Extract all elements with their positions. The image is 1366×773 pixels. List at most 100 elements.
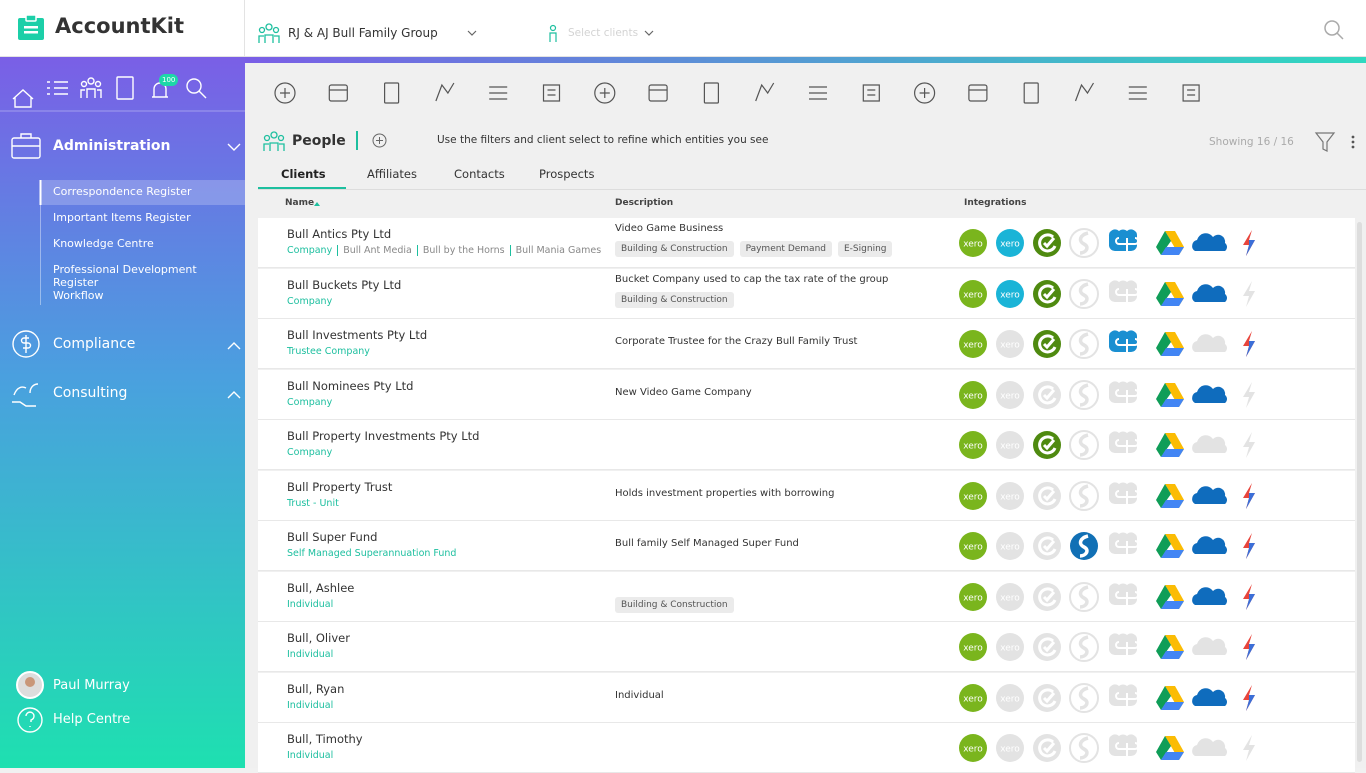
tab[interactable]: Prospects xyxy=(539,167,595,181)
integration-icon[interactable] xyxy=(1108,431,1139,456)
module-icon[interactable] xyxy=(1023,82,1039,104)
module-icon[interactable] xyxy=(703,82,719,104)
integration-icon[interactable] xyxy=(1156,635,1184,659)
integration-icon[interactable] xyxy=(1069,632,1099,662)
integration-icon[interactable]: xero xyxy=(996,279,1024,308)
integration-icon[interactable] xyxy=(1069,430,1099,460)
section-title[interactable]: Consulting xyxy=(53,385,128,401)
integration-icon[interactable] xyxy=(1033,734,1061,762)
integration-icon[interactable] xyxy=(1192,435,1227,453)
integration-icon[interactable] xyxy=(1243,684,1255,711)
integration-icon[interactable] xyxy=(1033,330,1061,358)
submenu-item[interactable]: Correspondence Register xyxy=(53,185,192,198)
table-row[interactable]: Bull, Timothy Individual xero xero xyxy=(258,723,1355,773)
table-row[interactable]: Bull, Ashlee Individual Building & Constru… xyxy=(258,571,1355,622)
client-select[interactable]: Select clients xyxy=(568,27,639,39)
integration-icon[interactable] xyxy=(1192,738,1227,756)
integration-icon[interactable] xyxy=(1156,332,1184,356)
integration-icon[interactable] xyxy=(1156,231,1184,255)
integration-icon[interactable] xyxy=(1156,483,1184,508)
integration-icon[interactable] xyxy=(1033,431,1061,459)
integration-icon[interactable] xyxy=(1033,481,1061,510)
table-row[interactable]: Bull Nominees Pty Ltd Company New Video Ga… xyxy=(258,369,1355,420)
integration-icon[interactable]: xero xyxy=(996,380,1024,409)
integration-icon[interactable] xyxy=(1108,683,1139,709)
integration-icon[interactable]: xero xyxy=(959,330,987,358)
table-row[interactable]: Bull Investments Pty Ltd Trustee Company C… xyxy=(258,319,1355,369)
integration-icon[interactable] xyxy=(1192,233,1227,251)
integration-icon[interactable] xyxy=(1108,734,1139,759)
integration-icon[interactable]: xero xyxy=(959,532,987,560)
integration-icon[interactable]: xero xyxy=(996,633,1024,661)
more-button[interactable] xyxy=(1350,134,1356,150)
integration-icon[interactable]: xero xyxy=(996,229,1024,257)
home-icon[interactable] xyxy=(12,89,34,108)
affiliate[interactable]: Bull Mania Games xyxy=(509,245,602,256)
integration-icon[interactable] xyxy=(1033,380,1061,409)
integration-icon[interactable] xyxy=(1108,279,1139,305)
integration-icon[interactable] xyxy=(1069,581,1099,612)
filter-button[interactable] xyxy=(1314,130,1336,154)
integration-icon[interactable] xyxy=(1108,633,1139,658)
integration-icon[interactable] xyxy=(1156,736,1184,760)
integration-icon[interactable]: xero xyxy=(959,633,987,661)
integration-icon[interactable]: xero xyxy=(959,380,987,409)
integration-icon[interactable] xyxy=(1033,582,1061,611)
affiliate[interactable]: Bull by the Horns xyxy=(416,245,505,256)
integration-icon[interactable] xyxy=(1243,381,1255,408)
add-button[interactable] xyxy=(372,133,387,148)
integration-icon[interactable] xyxy=(1243,735,1255,761)
module-icon[interactable] xyxy=(809,86,827,100)
submenu-item[interactable]: Workflow xyxy=(53,289,104,302)
module-icon[interactable] xyxy=(489,86,508,100)
integration-icon[interactable] xyxy=(1243,230,1255,256)
table-row[interactable]: Bull Property Investments Pty Ltd Company… xyxy=(258,420,1355,470)
group-select[interactable]: RJ & AJ Bull Family Group xyxy=(288,26,438,40)
integration-icon[interactable]: xero xyxy=(959,734,987,762)
integration-icon[interactable] xyxy=(1192,485,1227,504)
integration-icon[interactable] xyxy=(1192,334,1227,352)
integration-icon[interactable] xyxy=(1033,229,1061,257)
integration-icon[interactable] xyxy=(1108,582,1139,608)
integration-icon[interactable] xyxy=(1243,432,1255,458)
integration-icon[interactable] xyxy=(1108,330,1139,355)
integration-icon[interactable] xyxy=(1156,685,1184,710)
list-icon[interactable] xyxy=(47,81,68,95)
integration-icon[interactable]: xero xyxy=(996,734,1024,762)
integration-icon[interactable] xyxy=(1192,536,1227,554)
integration-icon[interactable] xyxy=(1192,384,1227,403)
integration-icon[interactable] xyxy=(1108,532,1139,557)
module-icon[interactable] xyxy=(1182,84,1200,102)
integration-icon[interactable] xyxy=(1069,228,1099,258)
integration-icon[interactable] xyxy=(1108,229,1139,254)
integration-icon[interactable] xyxy=(1033,279,1061,308)
integration-icon[interactable] xyxy=(1156,534,1184,558)
integration-icon[interactable]: xero xyxy=(996,330,1024,358)
integration-icon[interactable]: xero xyxy=(959,481,987,510)
integration-icon[interactable] xyxy=(1033,633,1061,661)
integration-icon[interactable]: xero xyxy=(959,582,987,611)
integration-icon[interactable]: xero xyxy=(996,683,1024,712)
integration-icon[interactable] xyxy=(1243,634,1255,660)
module-icon[interactable] xyxy=(755,82,775,102)
integration-icon[interactable]: xero xyxy=(959,431,987,459)
integration-icon[interactable] xyxy=(1192,687,1227,706)
integration-icon[interactable] xyxy=(1243,583,1255,610)
module-icon[interactable] xyxy=(862,84,880,102)
integration-icon[interactable] xyxy=(1156,584,1184,609)
section-title[interactable]: Compliance xyxy=(53,336,136,352)
module-icon[interactable] xyxy=(384,82,400,104)
module-icon[interactable] xyxy=(648,84,668,102)
table-row[interactable]: Bull, Ryan Individual Individual xero xero xyxy=(258,672,1355,723)
integration-icon[interactable] xyxy=(1243,331,1255,357)
search-button[interactable] xyxy=(1323,19,1345,41)
book-icon[interactable] xyxy=(116,76,134,100)
module-icon[interactable] xyxy=(542,84,561,102)
module-icon[interactable] xyxy=(913,82,936,104)
integration-icon[interactable] xyxy=(1069,379,1099,410)
module-icon[interactable] xyxy=(435,82,455,102)
section-title[interactable]: Administration xyxy=(53,138,171,154)
integration-icon[interactable] xyxy=(1243,533,1255,559)
table-row[interactable]: Bull Antics Pty Ltd Company Bull Ant Media… xyxy=(258,218,1355,268)
integration-icon[interactable]: xero xyxy=(959,229,987,257)
